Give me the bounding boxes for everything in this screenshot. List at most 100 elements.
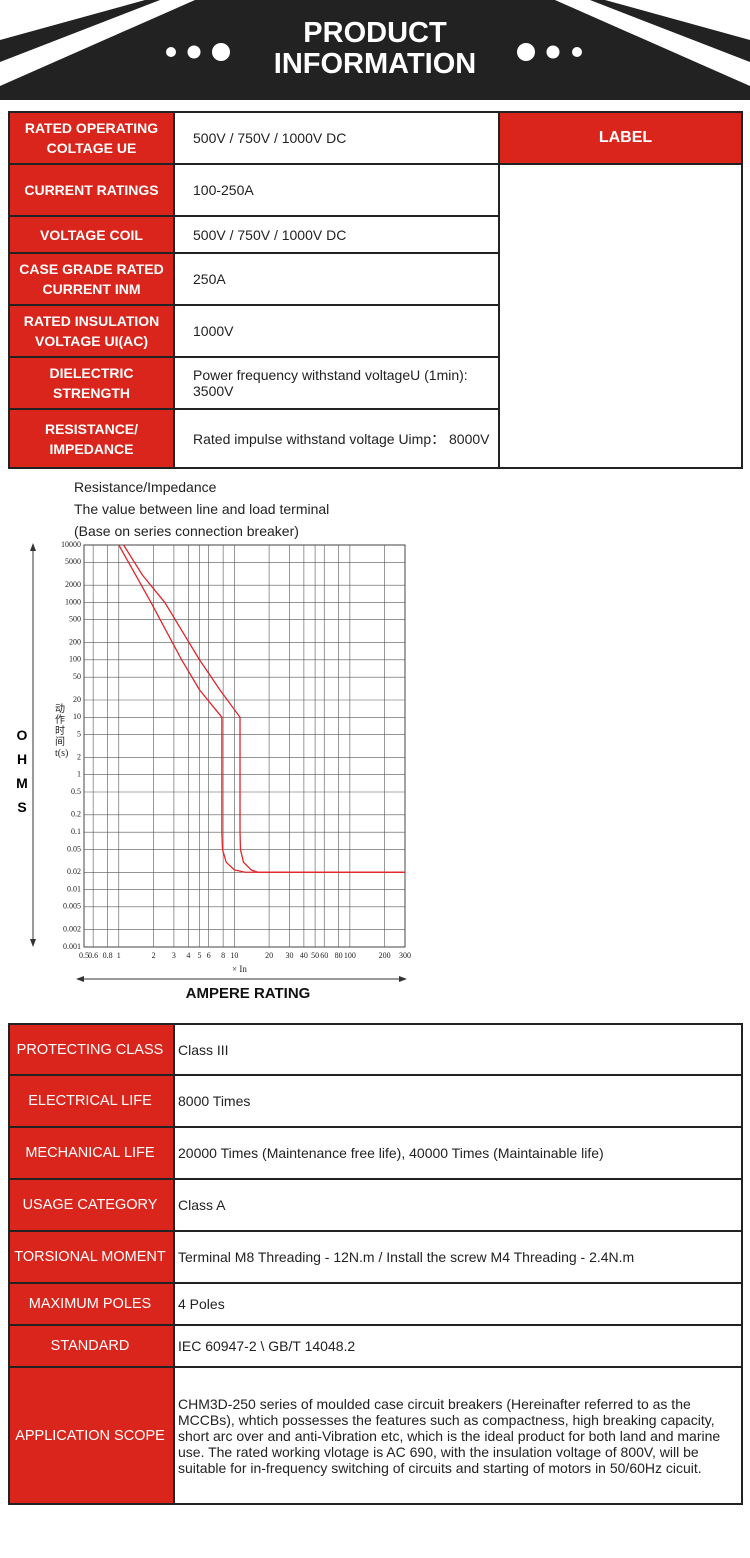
spec-key: MAXIMUM POLES [8,1282,175,1326]
y-tick-label: 20 [73,695,81,704]
x-tick-label: 100 [344,951,356,960]
y-tick-label: 2 [77,752,81,761]
x-axis-label: AMPERE RATING [185,985,311,1002]
spec-value: 8000 Times [173,1074,743,1128]
y-tick-label: 100 [69,655,81,664]
spec-table: RATED OPERATING COLTAGE UE 500V / 750V / … [8,111,743,469]
dot [546,45,560,59]
label-cell [498,163,743,469]
y-tick-label: 0.005 [63,902,81,911]
table-row: STANDARD IEC 60947-2 \ GB/T 14048.2 [8,1324,743,1368]
table-row: VOLTAGE COIL 500V / 750V / 1000V DC [8,215,742,254]
spec-value: 100-250A [173,163,500,217]
y-tick-label: 0.05 [67,844,81,853]
x-tick-label: 2 [152,951,156,960]
x-tick-label: 3 [172,951,176,960]
table-row: PROTECTING CLASS Class III [8,1023,743,1076]
x-tick-label: 20 [265,951,273,960]
y-tick-label: 5 [77,729,81,738]
x-tick-label: 4 [186,951,190,960]
plot-frame [83,544,406,948]
arrow-head [30,939,36,947]
y-tick-label: 0.002 [63,925,81,934]
spec-table: PROTECTING CLASS Class III ELECTRICAL LIFE… [8,1023,743,1505]
arrow-head [76,976,84,982]
x-tick-label: 0.5 [79,951,89,960]
x-tick-label: 60 [320,951,328,960]
spec-value: Class A [173,1178,743,1232]
table-row: CASE GRADE RATED CURRENT INM 250A [8,252,742,306]
x-tick-label: 200 [379,951,391,960]
table-row: ELECTRICAL LIFE 8000 Times [8,1074,743,1128]
spec-key: RESISTANCE/ IMPEDANCE [8,408,175,469]
table-row: RESISTANCE/ IMPEDANCE Rated impulse withs… [8,408,742,469]
y-tick-label: 10000 [61,540,81,549]
x-tick-label: 1 [117,951,121,960]
spec-key: ELECTRICAL LIFE [8,1074,175,1128]
spec-key: PROTECTING CLASS [8,1023,175,1076]
y-tick-label: 5000 [65,557,81,566]
dot [187,45,201,59]
y-tick-label: 50 [73,672,81,681]
chart-note: The value between line and load terminal [74,501,330,517]
y-axis-label: 动作时间 t(s) [55,704,69,759]
header-corner [0,0,145,40]
x-tick-label: 0.8 [103,951,113,960]
label-header: LABEL [498,111,743,165]
dot [166,47,176,57]
curve [123,544,405,873]
y-tick-label: 0.1 [71,827,81,836]
y-tick-label: 10 [73,712,81,721]
dot [212,43,230,61]
table-row: USAGE CATEGORY Class A [8,1178,743,1232]
y-tick-label: 1000 [65,597,81,606]
arrow-head [30,543,36,551]
table-row: RATED OPERATING COLTAGE UE 500V / 750V / … [8,111,743,165]
y-tick-label: 500 [69,615,81,624]
y-tick-label: 1 [77,770,81,779]
header-stripe [0,0,195,86]
spec-value: Terminal M8 Threading - 12N.m / Install … [173,1230,743,1284]
spec-key: STANDARD [8,1324,175,1368]
spec-key: RATED OPERATING COLTAGE UE [8,111,175,165]
chart: 0.001 0.002 0.005 0.01 0.02 0.05 0.1 0.2 0.5 1 2 5 1… [30,540,411,982]
spec-value: Power frequency withstand voltageU (1min… [173,356,500,410]
spec-key: MECHANICAL LIFE [8,1126,175,1180]
x-unit-label: × In [232,964,247,974]
y-tick-label: 200 [69,637,81,646]
spec-key: CASE GRADE RATED CURRENT INM [8,252,175,306]
table-row: DIELECTRIC STRENGTH Power frequency withs… [8,356,742,410]
spec-value: IEC 60947-2 \ GB/T 14048.2 [173,1324,743,1368]
dot [572,47,582,57]
spec-key: RATED INSULATION VOLTAGE UI(AC) [8,304,175,358]
spec-key: TORSIONAL MOMENT [8,1230,175,1284]
header-corner [605,0,750,40]
spec-key: CURRENT RATINGS [8,163,175,217]
table-row: TORSIONAL MOMENT Terminal M8 Threading - … [8,1230,743,1284]
spec-value: 1000V [173,304,500,358]
x-tick-label: 5 [198,951,202,960]
x-tick-label: 30 [285,951,293,960]
x-tick-label: 80 [335,951,343,960]
spec-value: Class III [173,1023,743,1076]
y-tick-label: 0.001 [63,942,81,951]
spec-value: 20000 Times (Maintenance free life), 400… [173,1126,743,1180]
x-tick-label: 6 [207,951,211,960]
page-title: PRODUCT INFORMATION [273,17,477,80]
spec-value: 500V / 750V / 1000V DC [173,111,500,165]
spec-key: USAGE CATEGORY [8,1178,175,1232]
y-tick-label: 0.02 [67,867,81,876]
spec-key: VOLTAGE COIL [8,215,175,254]
y-tick-label: 0.2 [71,810,81,819]
header-stripe [555,0,750,86]
spec-value: 250A [173,252,500,306]
x-tick-label: 50 [311,951,319,960]
arrow-head [399,976,407,982]
spec-value: Rated impulse withstand voltage Uimp： 80… [173,408,500,469]
curve [118,544,405,873]
chart-note: (Base on series connection breaker) [74,523,299,539]
spec-value: 4 Poles [173,1282,743,1326]
header-banner [0,0,750,100]
dot [517,43,535,61]
